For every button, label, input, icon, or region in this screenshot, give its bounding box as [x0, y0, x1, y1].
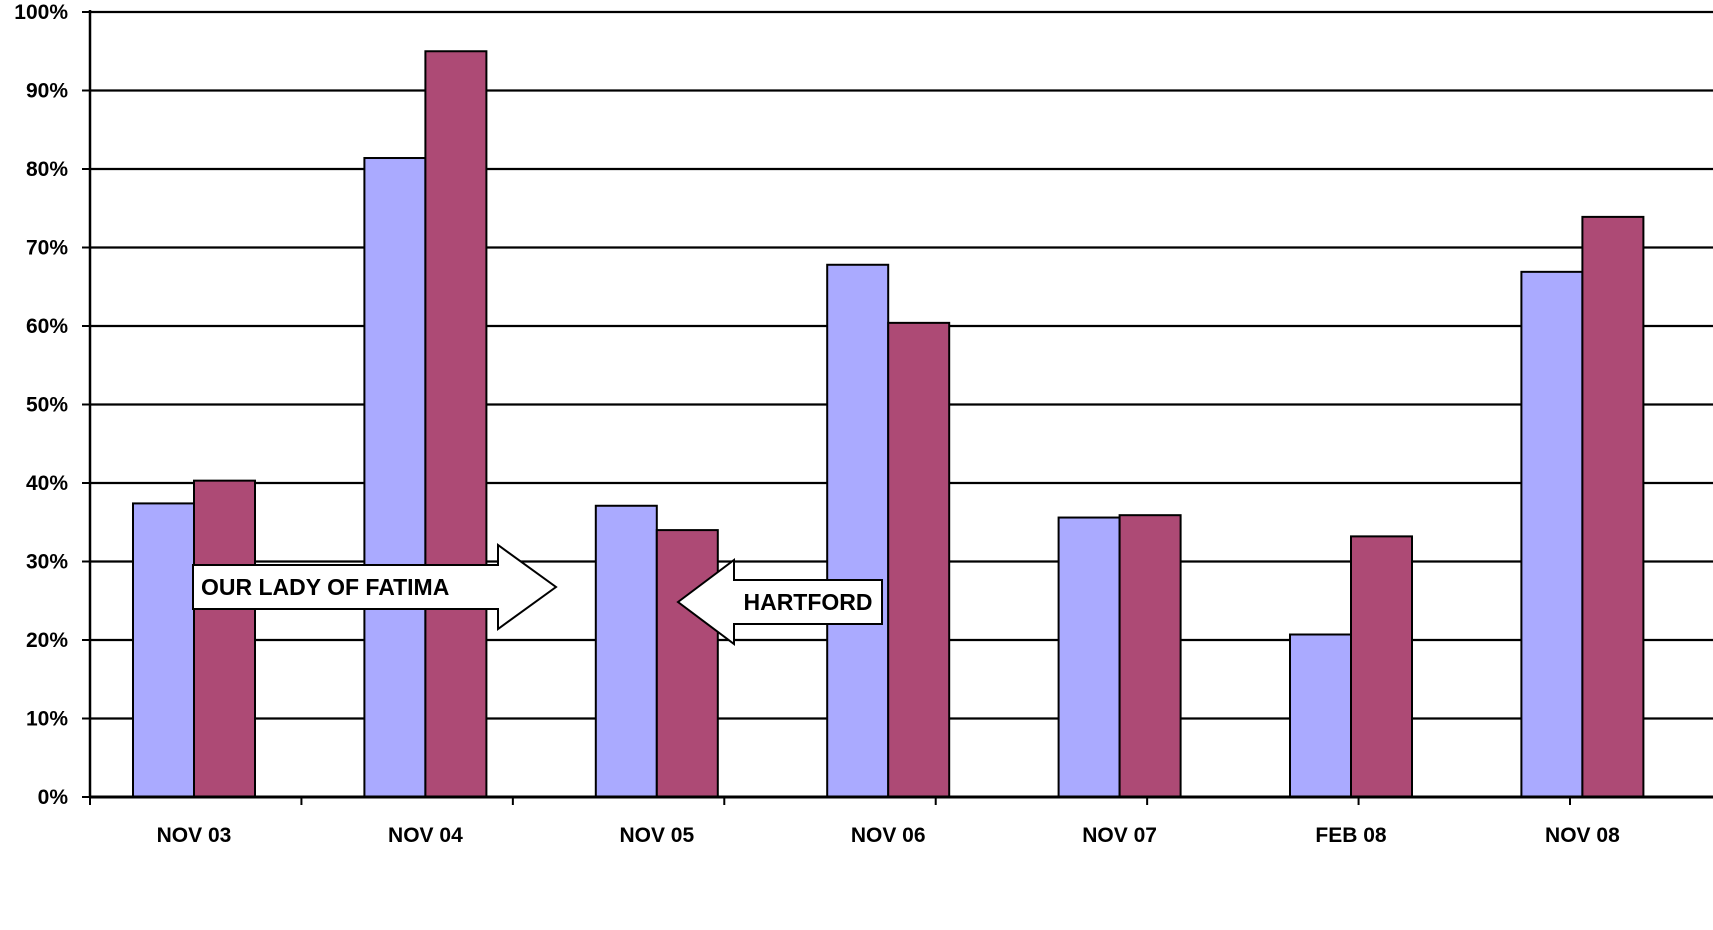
y-tick-label: 50%	[26, 394, 68, 417]
y-tick-label: 20%	[26, 629, 68, 652]
x-tick-label: NOV 07	[1082, 824, 1157, 847]
axes	[82, 10, 1713, 805]
y-tick-label: 70%	[26, 237, 68, 260]
bar-nov-08-series-1	[1520, 270, 1584, 798]
annotation-arrow-right: OUR LADY OF FATIMA	[192, 543, 558, 631]
bar-nov-08-series-2	[1581, 215, 1645, 798]
bar-nov-03-series-1	[132, 502, 195, 798]
bar-nov-04-series-2	[424, 50, 488, 798]
x-tick-label: FEB 08	[1315, 824, 1387, 847]
y-tick-labels: 0% 10% 20% 30% 40% 50% 60% 70% 80% 90% 100%	[14, 1, 68, 809]
y-tick-label: 90%	[26, 80, 68, 103]
bar-nov-06-series-1	[826, 263, 890, 798]
bar-feb-08-series-1	[1289, 633, 1352, 798]
bar-nov-04-series-1	[363, 157, 427, 798]
annotation-label: OUR LADY OF FATIMA	[201, 574, 449, 600]
y-tick-label: 100%	[14, 1, 68, 24]
x-tick-label: NOV 04	[388, 824, 463, 847]
y-tick-label: 60%	[26, 315, 68, 338]
x-tick-label: NOV 06	[851, 824, 926, 847]
y-tick-label: 80%	[26, 158, 68, 181]
annotation-arrow-shape	[192, 543, 558, 631]
bar-nov-05-series-1	[594, 504, 658, 798]
bar-nov-06-series-2	[887, 321, 951, 798]
bars	[132, 50, 1645, 798]
y-tick-label: 30%	[26, 551, 68, 574]
bar-nov-07-series-2	[1118, 514, 1182, 798]
annotations: OUR LADY OF FATIMA HARTFORD	[192, 543, 883, 646]
y-tick-label: 10%	[26, 708, 68, 731]
x-tick-labels: NOV 03 NOV 04 NOV 05 NOV 06 NOV 07 FEB 08 NOV …	[157, 824, 1620, 847]
x-tick-label: NOV 05	[619, 824, 694, 847]
y-tick-label: 0%	[38, 786, 69, 809]
bar-nov-07-series-1	[1057, 516, 1121, 798]
annotation-arrow-left: HARTFORD	[676, 558, 883, 646]
annotation-label: HARTFORD	[743, 589, 872, 615]
bar-feb-08-series-2	[1350, 535, 1413, 798]
x-tick-label: NOV 03	[157, 824, 232, 847]
y-tick-label: 40%	[26, 472, 68, 495]
annotation-arrow-shape	[676, 558, 883, 646]
bar-nov-03-series-2	[193, 479, 256, 798]
bar-nov-05-series-2	[655, 529, 719, 798]
x-tick-label: NOV 08	[1545, 824, 1620, 847]
